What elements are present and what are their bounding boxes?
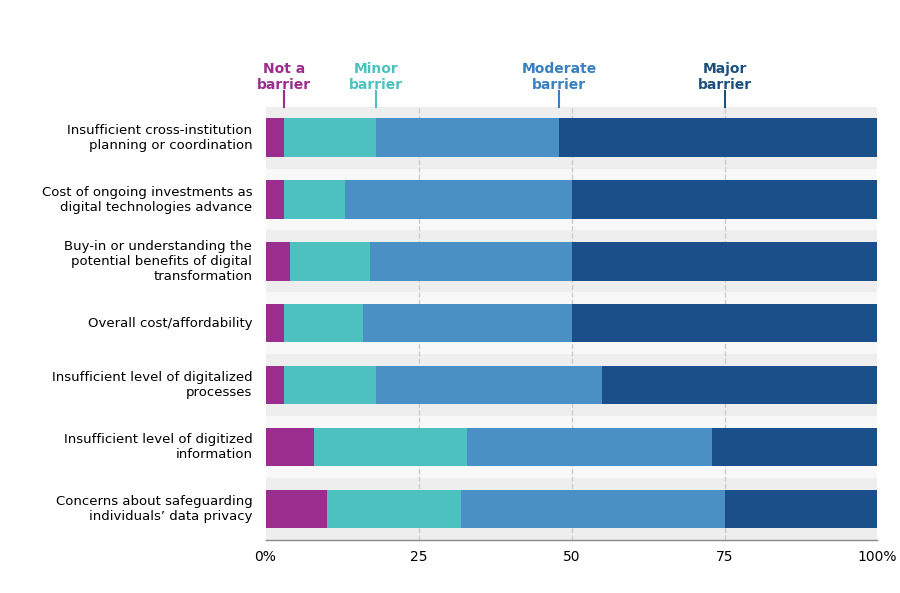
Bar <box>724 490 878 528</box>
Bar <box>266 107 878 168</box>
Bar <box>266 292 878 354</box>
Bar <box>572 180 878 219</box>
Bar <box>602 366 878 404</box>
Bar <box>375 366 602 404</box>
Bar <box>364 304 572 342</box>
Bar <box>266 428 314 466</box>
Text: Moderate
barrier: Moderate barrier <box>522 62 597 92</box>
Bar <box>712 428 877 466</box>
Bar <box>266 231 878 292</box>
Bar <box>559 119 878 157</box>
Bar <box>266 416 878 478</box>
Bar <box>266 180 284 219</box>
Bar <box>462 490 724 528</box>
Bar <box>572 242 878 280</box>
Bar <box>266 490 327 528</box>
Bar <box>345 180 572 219</box>
Bar <box>266 354 878 416</box>
Bar <box>314 428 467 466</box>
Bar <box>284 180 345 219</box>
Bar <box>370 242 572 280</box>
Bar <box>266 304 284 342</box>
Text: Major
barrier: Major barrier <box>698 62 752 92</box>
Bar <box>266 168 878 231</box>
Bar <box>290 242 370 280</box>
Bar <box>467 428 712 466</box>
Text: Not a
barrier: Not a barrier <box>256 62 310 92</box>
Bar <box>266 242 290 280</box>
Bar <box>284 119 375 157</box>
Text: Minor
barrier: Minor barrier <box>348 62 402 92</box>
Bar <box>572 304 878 342</box>
Bar <box>266 366 284 404</box>
Bar <box>375 119 559 157</box>
Bar <box>327 490 462 528</box>
Bar <box>284 366 375 404</box>
Bar <box>284 304 364 342</box>
Bar <box>266 119 284 157</box>
Bar <box>266 478 878 540</box>
